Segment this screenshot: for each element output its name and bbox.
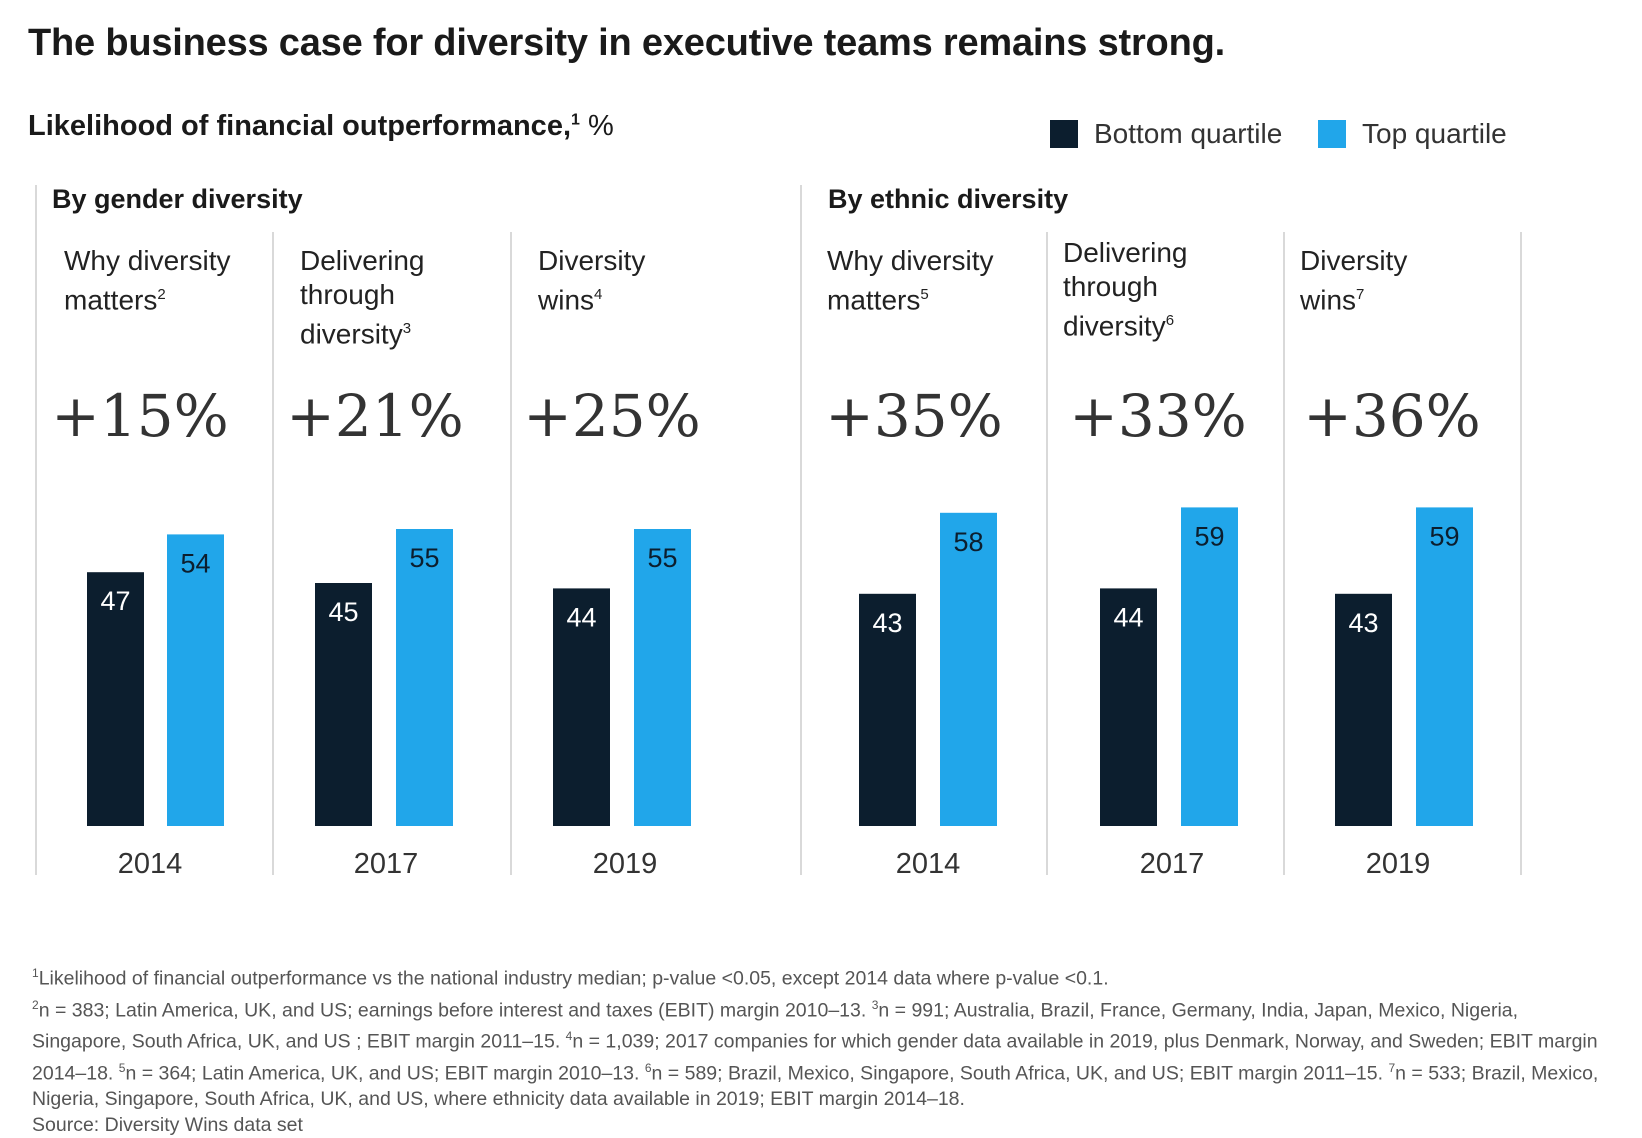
panel-title: Diversity wins7: [1300, 244, 1450, 317]
bar-value-label: 58: [953, 527, 983, 557]
bar-value-label: 45: [328, 597, 358, 627]
panel-divider: [510, 232, 512, 875]
bar-value-label: 55: [647, 543, 677, 573]
legend-label-bottom: Bottom quartile: [1094, 118, 1283, 149]
chart-title: The business case for diversity in execu…: [28, 22, 1225, 64]
uplift-value: +33%: [1069, 382, 1247, 450]
subtitle-footnote-ref: 1: [571, 111, 580, 129]
bar-value-label: 59: [1194, 521, 1224, 551]
panel-title-text: Delivering through diversity: [1063, 237, 1188, 342]
group-divider-right: [1520, 232, 1522, 875]
group-label-ethnic: By ethnic diversity: [828, 184, 1069, 214]
panel-footnote-ref: 4: [594, 286, 603, 303]
bar-value-label: 44: [566, 602, 596, 632]
footnote-2-text: n = 383; Latin America, UK, and US; earn…: [38, 999, 872, 1021]
panel-title-text: Delivering through diversity: [300, 245, 425, 350]
chart-subtitle: Likelihood of financial outperformance,1…: [28, 110, 614, 143]
panel-title: Why diversity matters2: [64, 244, 264, 317]
panel-footnote-ref: 3: [402, 320, 412, 337]
bar-top-quartile: [396, 529, 453, 826]
legend-swatch-top: [1318, 120, 1346, 148]
footnote-marker: 6: [644, 1060, 652, 1075]
subtitle-unit: %: [579, 110, 614, 142]
footnote-marker: 7: [1388, 1060, 1396, 1075]
panel-title-text: Diversity wins: [538, 245, 646, 316]
footnote-5-text: n = 364; Latin America, UK, and US; EBIT…: [125, 1062, 645, 1084]
footnote-6-text: n = 589; Brazil, Mexico, Singapore, Sout…: [651, 1062, 1389, 1084]
legend-label-top: Top quartile: [1362, 118, 1507, 149]
legend-bottom-quartile: Bottom quartile: [1050, 116, 1282, 152]
bar-bottom-quartile: [859, 593, 916, 826]
panel-title: Diversity wins4: [538, 244, 688, 317]
uplift-value: +15%: [51, 382, 229, 450]
year-tick-label: 2017: [1140, 848, 1205, 880]
source-note: Source: Diversity Wins data set: [32, 1114, 303, 1136]
bar-value-label: 47: [100, 586, 130, 616]
legend-top-quartile: Top quartile: [1318, 116, 1507, 152]
footnote-marker: 5: [118, 1060, 126, 1075]
year-tick-label: 2014: [118, 848, 183, 880]
group-label-gender: By gender diversity: [52, 184, 303, 214]
footnote-marker: 4: [565, 1029, 573, 1043]
footnote-marker: 3: [871, 997, 879, 1012]
year-tick-label: 2017: [354, 848, 419, 880]
bar-value-label: 54: [180, 548, 210, 578]
panel-footnote-ref: 5: [920, 286, 929, 303]
year-tick-label: 2019: [593, 848, 658, 880]
footnote-7-text: n = 533; Brazil, Mexico, Nigeria, Singap…: [32, 1062, 1599, 1110]
panel-title-text: Why diversity matters: [64, 245, 231, 316]
bar-bottom-quartile: [1100, 588, 1157, 826]
year-tick-label: 2014: [896, 848, 961, 880]
panel-divider: [272, 232, 274, 875]
bar-bottom-quartile: [553, 588, 610, 826]
uplift-value: +35%: [825, 382, 1003, 450]
bar-value-label: 43: [872, 608, 902, 638]
bar-value-label: 44: [1113, 602, 1143, 632]
bar-top-quartile: [940, 512, 997, 826]
subtitle-text: Likelihood of financial outperformance,: [28, 110, 571, 142]
bar-value-label: 55: [409, 543, 439, 573]
bar-top-quartile: [1416, 507, 1473, 826]
group-divider-middle: [800, 185, 802, 875]
panel-title-text: Why diversity matters: [827, 245, 994, 316]
panel-footnote-ref: 7: [1356, 286, 1365, 303]
legend-swatch-bottom: [1050, 120, 1078, 148]
panel-footnote-ref: 2: [157, 286, 166, 303]
year-tick-label: 2019: [1366, 848, 1431, 880]
footnote-4-text: n = 1,039; 2017 companies for which gend…: [32, 1030, 1598, 1085]
uplift-value: +25%: [523, 382, 701, 450]
bar-top-quartile: [1181, 507, 1238, 826]
panel-title: Why diversity matters5: [827, 244, 1027, 317]
bar-top-quartile: [167, 534, 224, 826]
panel-title: Delivering through diversity3: [300, 244, 460, 351]
footnote-3-text: n = 991; Australia, Brazil, France, Germ…: [32, 999, 1519, 1053]
footnote-marker: 1: [32, 966, 39, 980]
footnote-1: 1Likelihood of financial outperformance …: [32, 960, 1612, 992]
uplift-value: +21%: [286, 382, 464, 450]
footnote-marker: 2: [32, 997, 39, 1012]
uplift-value: +36%: [1303, 382, 1481, 450]
footnotes: 1Likelihood of financial outperformance …: [32, 960, 1612, 1138]
panel-divider: [1283, 232, 1285, 875]
footnote-1-text: Likelihood of financial outperformance v…: [38, 967, 1109, 990]
bar-bottom-quartile: [315, 583, 372, 826]
bar-bottom-quartile: [87, 572, 144, 826]
bar-value-label: 43: [1348, 608, 1378, 638]
bar-bottom-quartile: [1335, 593, 1392, 826]
panel-footnote-ref: 6: [1165, 312, 1175, 329]
bar-top-quartile: [634, 529, 691, 826]
panel-title-text: Diversity wins: [1300, 245, 1408, 316]
bar-value-label: 59: [1429, 521, 1459, 551]
panel-title: Delivering through diversity6: [1063, 236, 1223, 343]
panel-divider: [1046, 232, 1048, 875]
group-divider-left: [35, 185, 37, 875]
footnote-2-7: 2n = 383; Latin America, UK, and US; ear…: [32, 992, 1612, 1113]
